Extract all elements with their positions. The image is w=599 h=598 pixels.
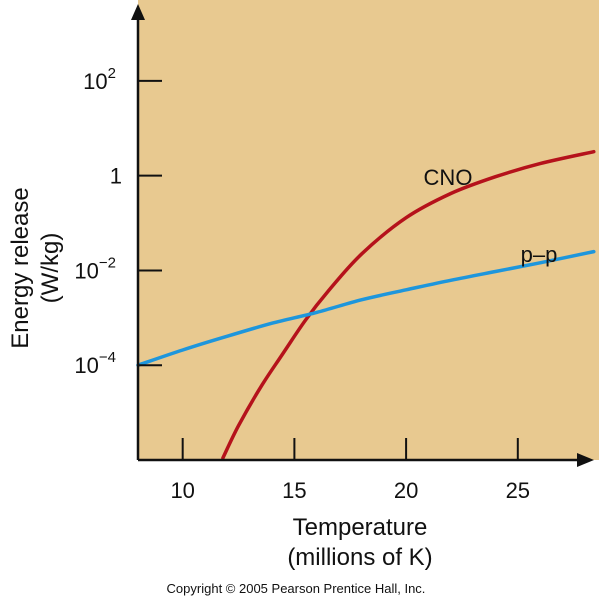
plot-area: [138, 0, 599, 460]
copyright-notice: Copyright © 2005 Pearson Prentice Hall, …: [167, 581, 426, 596]
x-tick-label-15: 15: [282, 478, 306, 503]
series-line-cno: [221, 149, 596, 460]
y-axis-arrow: [131, 4, 145, 20]
y-tick-label-1: 10−2: [74, 254, 116, 283]
x-axis-title-line2: (millions of K): [287, 544, 432, 571]
y-axis-title-line2: (W/kg): [37, 233, 64, 304]
x-axis-title-line1: Temperature: [293, 514, 428, 541]
series-label-pp: p–p: [521, 242, 558, 267]
y-tick-label-3: 102: [83, 65, 116, 94]
y-tick-label-0: 10−4: [74, 349, 116, 378]
series-label-cno: CNO: [424, 165, 473, 190]
x-axis-arrow: [577, 453, 594, 467]
x-tick-label-10: 10: [170, 478, 194, 503]
y-tick-label-2: 1: [110, 164, 122, 189]
x-tick-label-20: 20: [394, 478, 418, 503]
y-axis-title-line1: Energy release: [7, 187, 34, 348]
series-line-pp: [136, 249, 596, 367]
x-tick-label-25: 25: [506, 478, 530, 503]
